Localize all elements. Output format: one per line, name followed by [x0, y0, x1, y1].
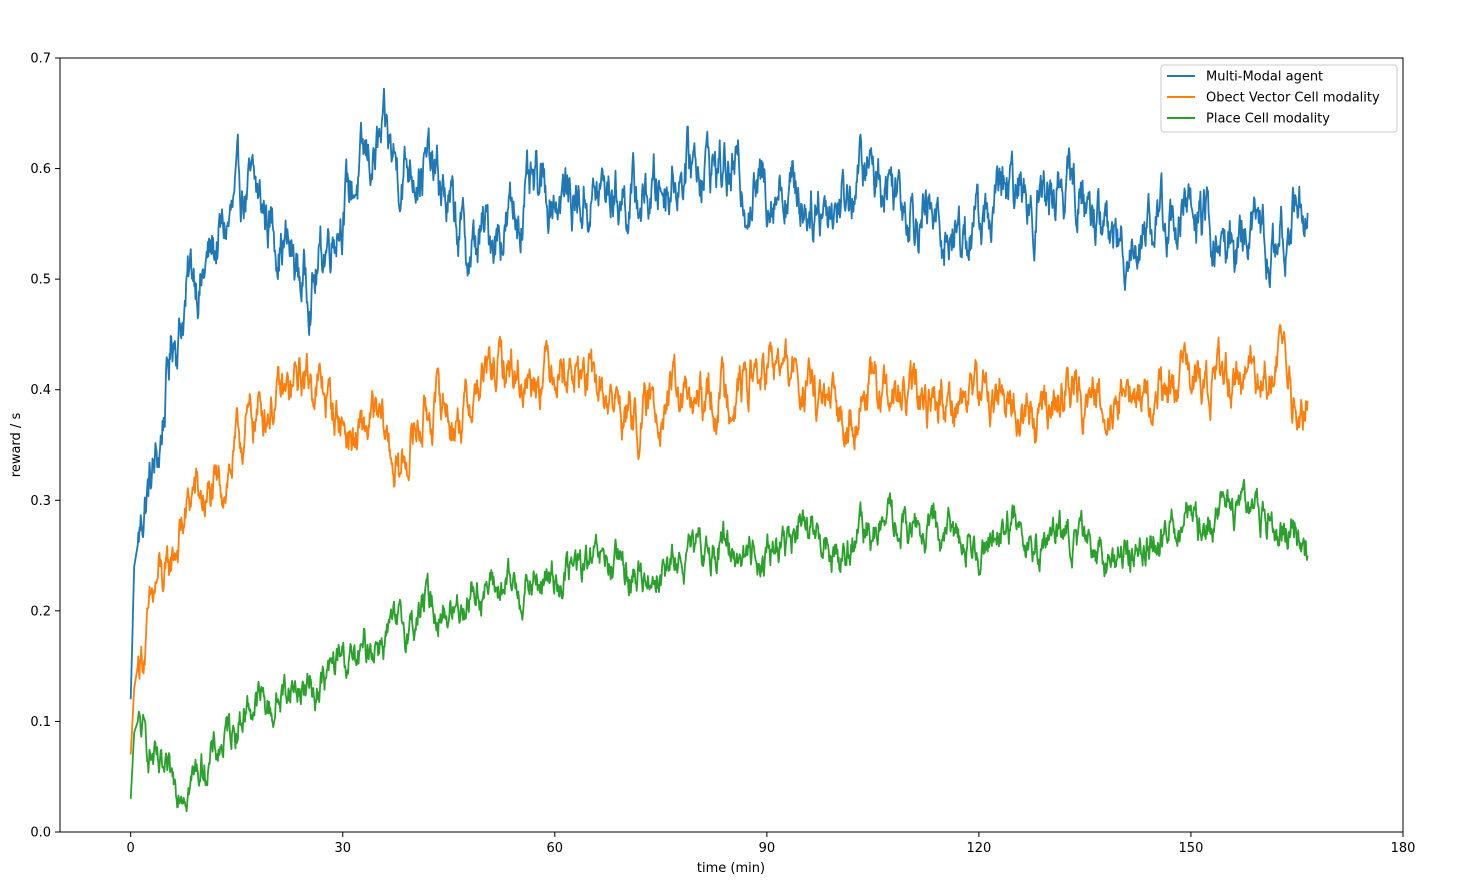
y-tick-label: 0.6 [30, 162, 51, 177]
x-axis-label: time (min) [697, 861, 765, 876]
series-layer [129, 87, 1309, 813]
y-tick-label: 0.7 [30, 52, 51, 67]
y-tick-label: 0.2 [30, 604, 51, 619]
x-tick-label: 60 [547, 841, 564, 856]
y-tick-label: 0.5 [30, 273, 51, 288]
legend: Multi-Modal agent Obect Vector Cell modal… [1160, 64, 1398, 133]
x-axis: 0 30 60 90 120 150 180 [127, 832, 1416, 856]
x-tick-label: 150 [1179, 841, 1204, 856]
legend-entry: Multi-Modal agent [1206, 70, 1323, 85]
y-axis: 0.0 0.1 0.2 0.3 0.4 0.5 0.6 0.7 [30, 52, 60, 841]
x-tick-label: 30 [334, 841, 351, 856]
series-line-1 [129, 324, 1309, 755]
y-tick-label: 0.4 [30, 383, 51, 398]
x-tick-label: 120 [966, 841, 991, 856]
plot-frame [59, 57, 1404, 833]
x-tick-label: 180 [1391, 841, 1416, 856]
legend-entry: Place Cell modality [1206, 112, 1330, 127]
y-axis-label: reward / s [9, 413, 24, 478]
legend-box [1160, 64, 1398, 133]
legend-entry: Obect Vector Cell modality [1206, 91, 1380, 106]
series-line-2 [129, 478, 1309, 813]
y-tick-label: 0.0 [30, 826, 51, 841]
y-tick-label: 0.3 [30, 494, 51, 509]
series-line-0 [129, 87, 1309, 700]
x-tick-label: 90 [759, 841, 776, 856]
x-tick-label: 0 [127, 841, 135, 856]
y-tick-label: 0.1 [30, 715, 51, 730]
